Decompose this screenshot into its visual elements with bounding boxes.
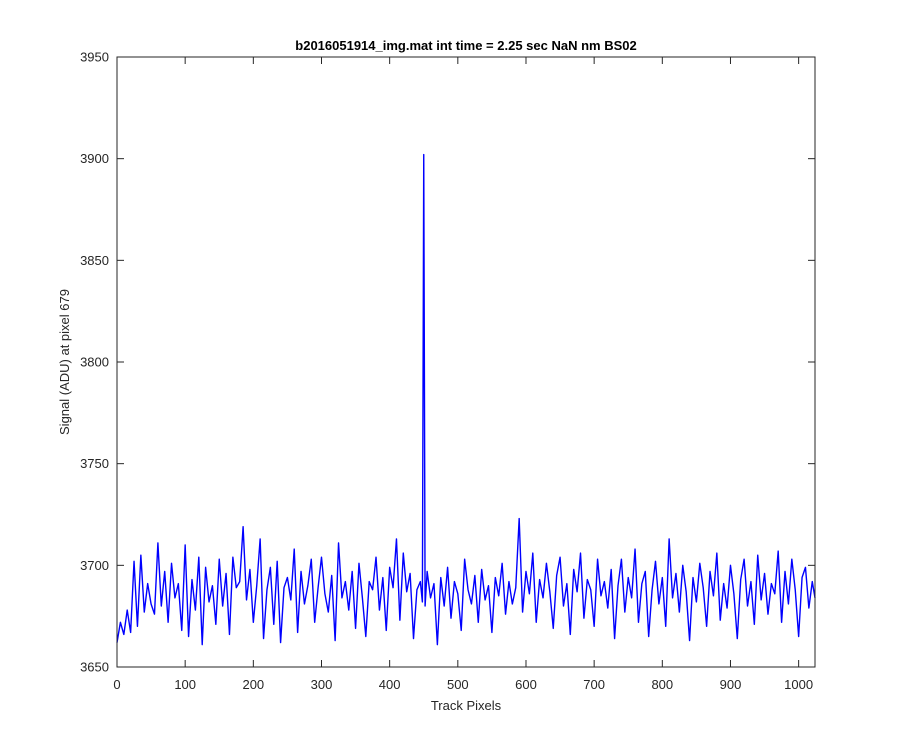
signal-series-line [116,153,816,646]
x-tick-label: 600 [515,677,537,692]
x-tick-label: 900 [720,677,742,692]
y-tick-label: 3700 [80,558,109,573]
x-tick-label: 700 [583,677,605,692]
y-tick-label: 3850 [80,253,109,268]
y-tick-label: 3650 [80,660,109,675]
y-tick-label: 3750 [80,456,109,471]
y-tick-label: 3950 [80,50,109,65]
x-axis-label: Track Pixels [431,698,502,713]
y-axis-label: Signal (ADU) at pixel 679 [57,289,72,435]
plot-frame [116,56,816,668]
x-tick-label: 0 [113,677,120,692]
y-tick-label: 3800 [80,355,109,370]
x-tick-label: 100 [174,677,196,692]
x-tick-label: 200 [242,677,264,692]
x-tick-labels: 0 100 200 300 400 500 600 700 800 900 1000 [113,677,813,692]
x-tick-label: 1000 [784,677,813,692]
x-tick-label: 800 [651,677,673,692]
x-tick-label: 400 [379,677,401,692]
y-tick-labels: 3650 3700 3750 3800 3850 3900 3950 [80,50,109,675]
y-tick-label: 3900 [80,151,109,166]
x-tick-label: 300 [311,677,333,692]
x-tick-label: 500 [447,677,469,692]
chart-title: b2016051914_img.mat int time = 2.25 sec … [295,38,636,53]
